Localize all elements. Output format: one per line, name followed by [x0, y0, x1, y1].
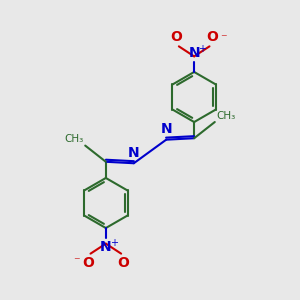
Text: O: O — [206, 30, 218, 44]
Text: N: N — [160, 122, 172, 136]
Text: CH₃: CH₃ — [64, 134, 84, 144]
Text: +: + — [110, 238, 118, 248]
Text: O: O — [82, 256, 94, 270]
Text: N: N — [188, 46, 200, 60]
Text: O: O — [118, 256, 129, 270]
Text: ⁻: ⁻ — [73, 255, 79, 268]
Text: N: N — [128, 146, 140, 160]
Text: ⁻: ⁻ — [220, 32, 226, 45]
Text: O: O — [171, 30, 182, 44]
Text: N: N — [100, 240, 112, 254]
Text: +: + — [198, 44, 206, 54]
Text: CH₃: CH₃ — [216, 111, 236, 121]
